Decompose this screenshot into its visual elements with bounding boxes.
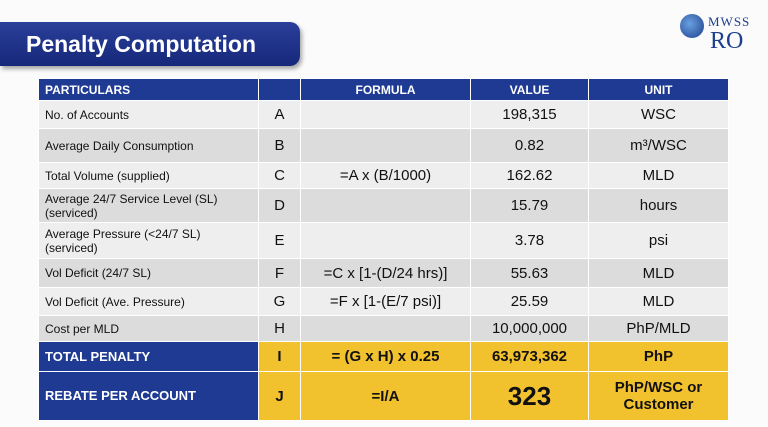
table-cell: 162.62 [470, 162, 589, 189]
table-cell: B [258, 128, 301, 163]
table-cell: TOTAL PENALTY [38, 341, 259, 372]
table-cell: F [258, 258, 301, 288]
column-header: UNIT [588, 78, 729, 101]
table-cell: 63,973,362 [470, 341, 589, 372]
table-cell: MLD [588, 162, 729, 189]
table-cell [300, 128, 471, 163]
table-cell: = (G x H) x 0.25 [300, 341, 471, 372]
table-row: Average Pressure (<24/7 SL) (serviced) E 3… [38, 222, 729, 259]
column-header: FORMULA [300, 78, 471, 101]
table-cell: A [258, 100, 301, 129]
table-cell: 198,315 [470, 100, 589, 129]
table-cell: =A x (B/1000) [300, 162, 471, 189]
logo-text: MWSS [708, 14, 751, 29]
table-cell: REBATE PER ACCOUNT [38, 371, 259, 421]
table-cell: =C x [1-(D/24 hrs)] [300, 258, 471, 288]
logo-text: RO [710, 28, 744, 54]
table-cell [300, 222, 471, 259]
table-cell: C [258, 162, 301, 189]
table-row: Average 24/7 Service Level (SL) (service… [38, 188, 729, 223]
table-cell: 3.78 [470, 222, 589, 259]
table-cell: 0.82 [470, 128, 589, 163]
table-row: TOTAL PENALTY I = (G x H) x 0.25 63,973,362… [38, 341, 729, 372]
column-header: PARTICULARS [38, 78, 259, 101]
table-cell: 25.59 [470, 287, 589, 316]
table-cell: PhP/MLD [588, 315, 729, 342]
table-row: REBATE PER ACCOUNT J =I/A 323 PhP/WSC or Cus… [38, 371, 729, 421]
title: Penalty Computation [26, 31, 257, 57]
title-banner: Penalty Computation [0, 22, 300, 66]
table-cell: Average 24/7 Service Level (SL) (service… [38, 188, 259, 223]
header-row: PARTICULARS FORMULA VALUE UNIT [38, 78, 729, 101]
table-cell: Cost per MLD [38, 315, 259, 342]
table-cell [300, 188, 471, 223]
table-cell: 15.79 [470, 188, 589, 223]
table-cell: I [258, 341, 301, 372]
table-cell: MLD [588, 287, 729, 316]
table-cell: 55.63 [470, 258, 589, 288]
column-header [258, 78, 301, 101]
table-cell: MLD [588, 258, 729, 288]
table-cell: No. of Accounts [38, 100, 259, 129]
penalty-table: PARTICULARS FORMULA VALUE UNIT No. of Accou… [38, 78, 729, 421]
table-cell: PhP/WSC or Customer [588, 371, 729, 421]
table-cell: hours [588, 188, 729, 223]
table-cell: G [258, 287, 301, 316]
table-cell [300, 100, 471, 129]
table-cell: psi [588, 222, 729, 259]
table-cell: m³/WSC [588, 128, 729, 163]
logo-mark [680, 14, 704, 38]
table-cell: PhP [588, 341, 729, 372]
table-cell: WSC [588, 100, 729, 129]
table-row: Cost per MLD H 10,000,000 PhP/MLD [38, 315, 729, 342]
table-cell: H [258, 315, 301, 342]
table-row: Total Volume (supplied) C =A x (B/1000) 162… [38, 162, 729, 189]
table-cell: =I/A [300, 371, 471, 421]
table-cell [300, 315, 471, 342]
logo: MWSS RO [680, 10, 760, 58]
table-row: Average Daily Consumption B 0.82 m³/WSC [38, 128, 729, 163]
table-cell: Average Pressure (<24/7 SL) (serviced) [38, 222, 259, 259]
table-cell: J [258, 371, 301, 421]
table-row: Vol Deficit (24/7 SL) F =C x [1-(D/24 hrs)… [38, 258, 729, 288]
table-cell: Total Volume (supplied) [38, 162, 259, 189]
table-cell: Average Daily Consumption [38, 128, 259, 163]
table-cell: =F x [1-(E/7 psi)] [300, 287, 471, 316]
table-cell: 323 [470, 371, 589, 421]
table-cell: Vol Deficit (Ave. Pressure) [38, 287, 259, 316]
table-cell: 10,000,000 [470, 315, 589, 342]
table-cell: E [258, 222, 301, 259]
column-header: VALUE [470, 78, 589, 101]
table-cell: Vol Deficit (24/7 SL) [38, 258, 259, 288]
table-row: Vol Deficit (Ave. Pressure) G =F x [1-(E/7… [38, 287, 729, 316]
table-row: No. of Accounts A 198,315 WSC [38, 100, 729, 129]
table-cell: D [258, 188, 301, 223]
